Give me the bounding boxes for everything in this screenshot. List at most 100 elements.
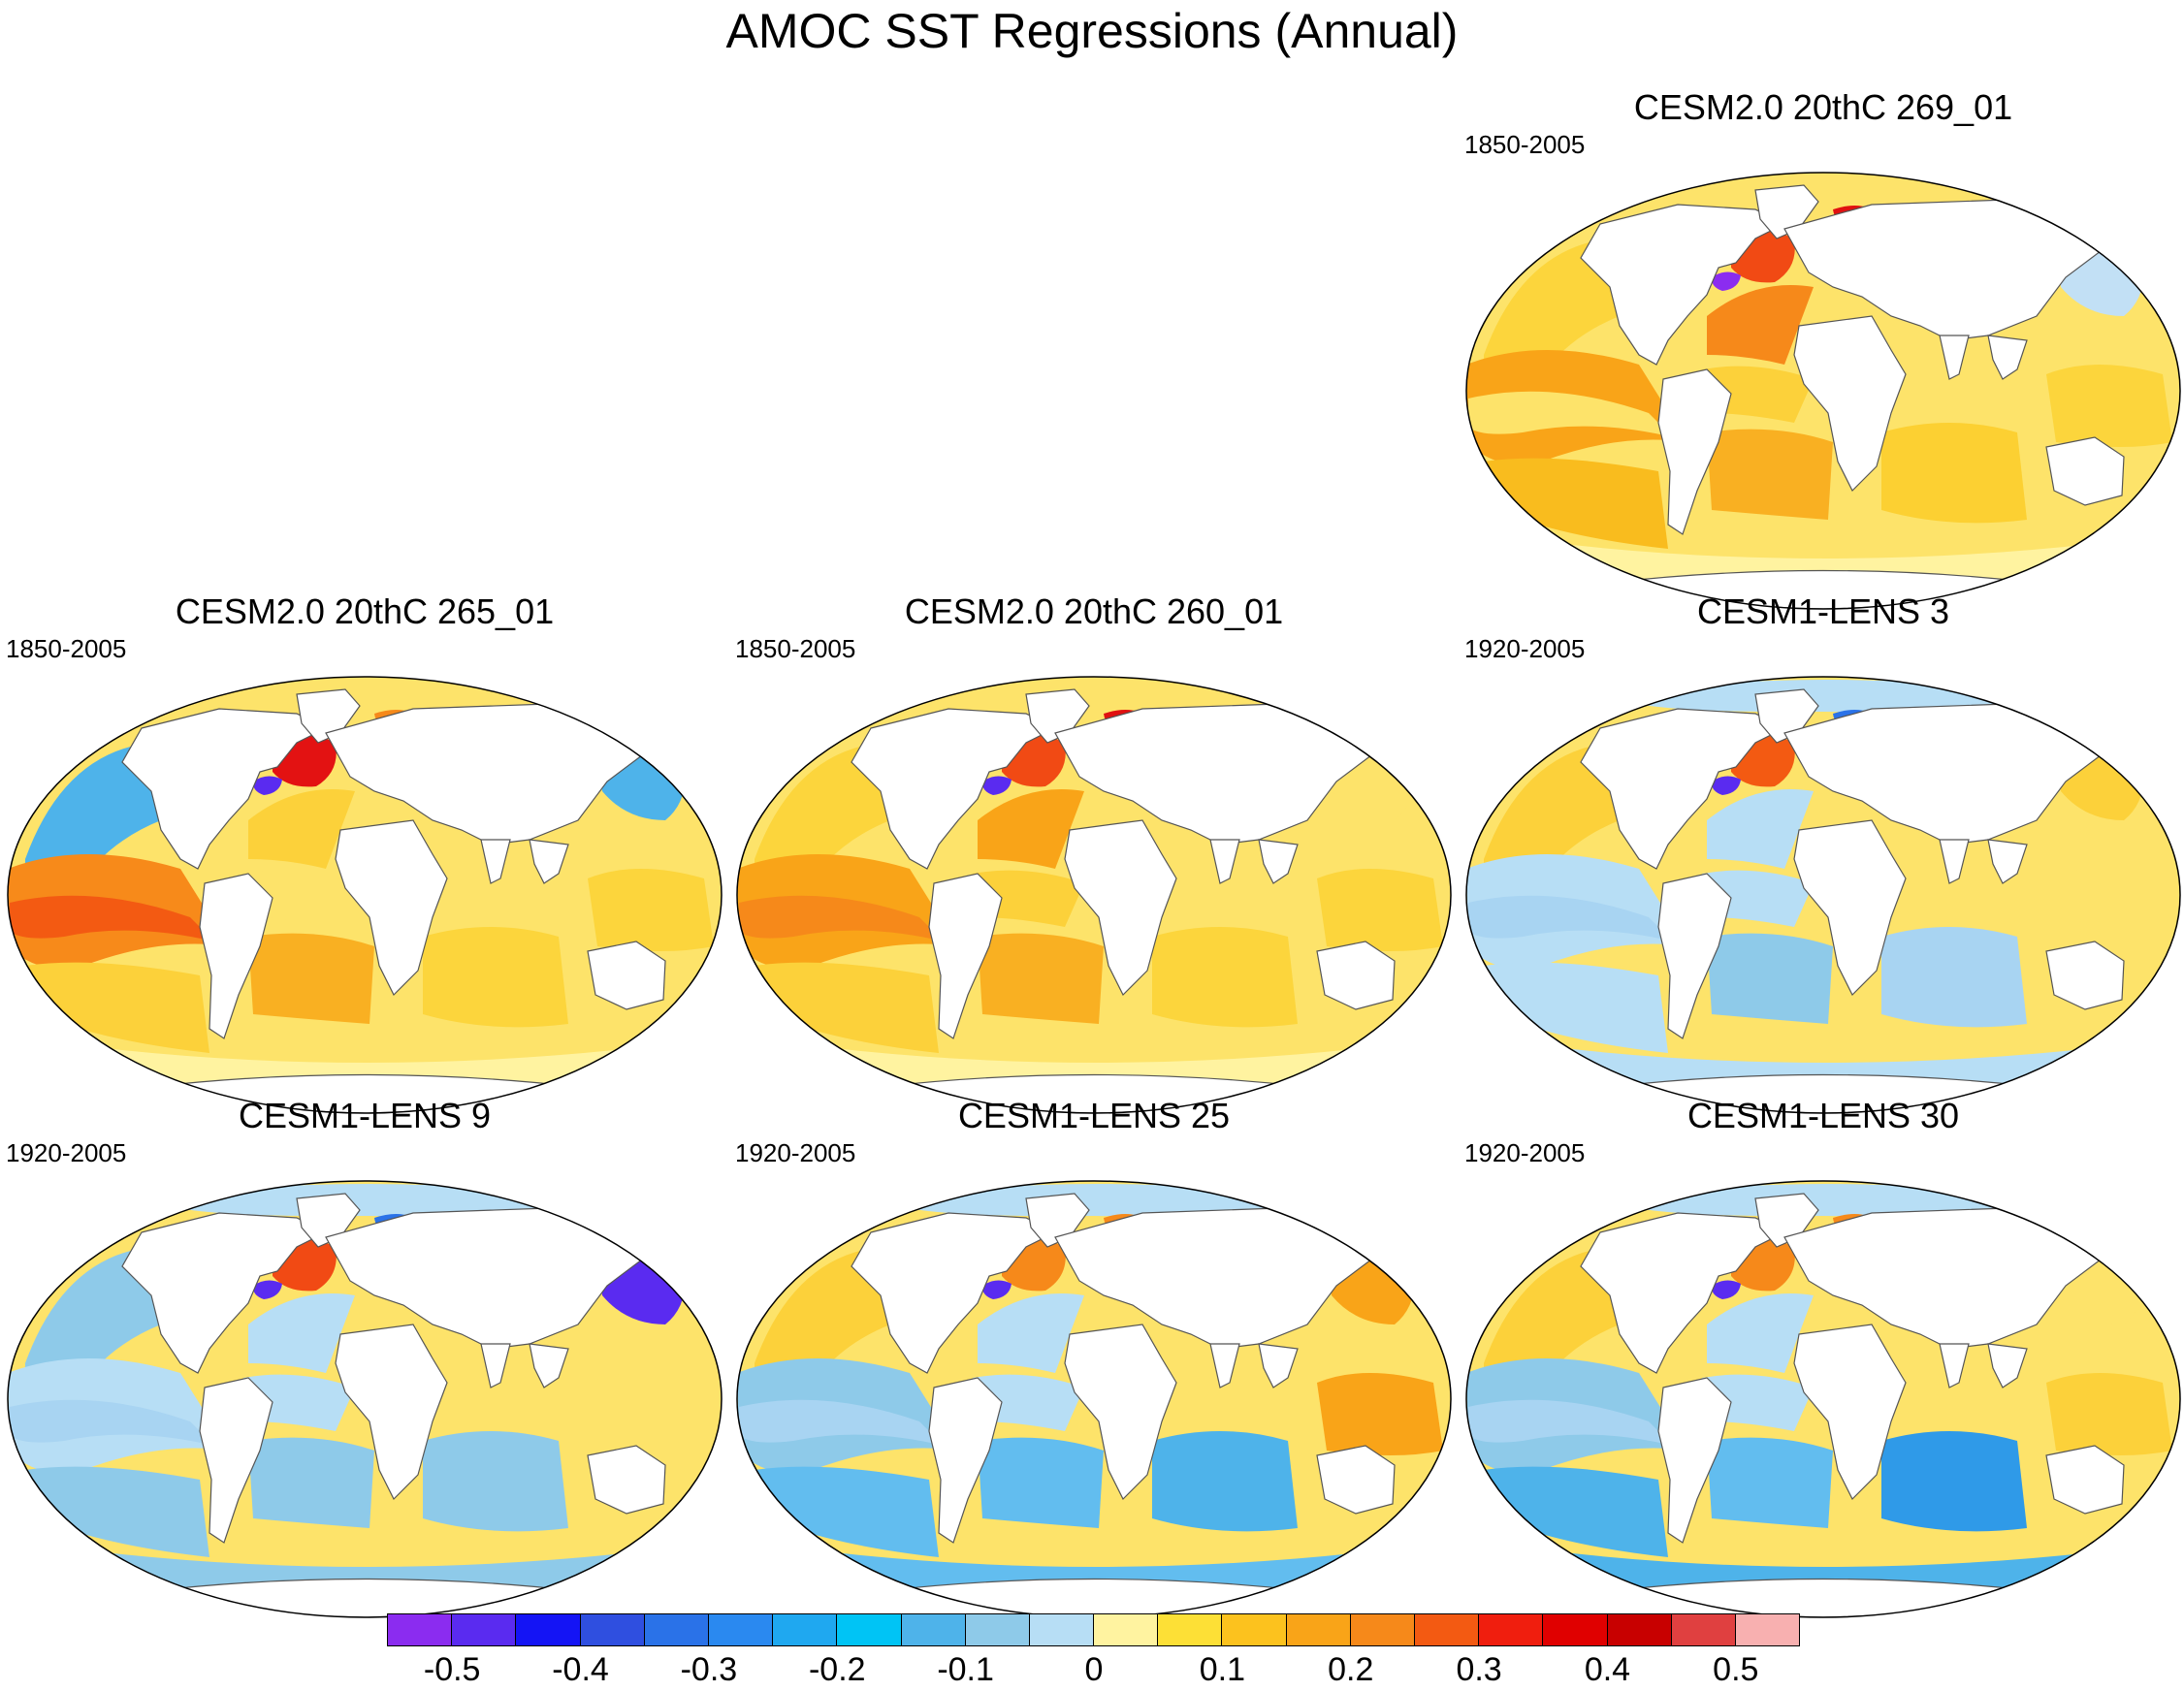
sst-region-tropical-atlantic [1702,1374,1814,1431]
sst-region-south-pacific [25,962,209,1053]
colorbar-swatch [964,1613,1030,1646]
land-se-asia [529,1343,569,1388]
land-india [480,839,511,884]
land-australia [2045,1445,2125,1515]
colorbar-swatch [1542,1613,1608,1646]
world-map [1465,172,2181,610]
land-south-america [1657,368,1732,535]
sst-region-south-atlantic [978,1437,1104,1528]
sst-region-west-pacific [1317,1373,1443,1455]
sst-region-south-atlantic [1707,429,1833,520]
colorbar-tick-label: -0.4 [552,1651,609,1688]
sst-region-north-atlantic [1707,285,1814,365]
colorbar-tick-label: 0.3 [1456,1651,1502,1688]
colorbar-tick-label: -0.3 [680,1651,738,1688]
land-india [1209,1343,1240,1388]
panel-period: 1850-2005 [6,634,127,663]
colorbar-swatch [900,1613,966,1646]
land-australia [2045,436,2125,506]
sst-region-south-atlantic [978,933,1104,1024]
world-map [7,676,723,1114]
sst-field [1466,680,2172,1113]
sst-region-labrador-coast [1711,776,1741,795]
world-map [1465,1180,2181,1618]
world-map [736,676,1452,1114]
panel-period: 1920-2005 [735,1138,856,1167]
colorbar-swatch [707,1613,774,1646]
land-africa [1064,819,1177,997]
land-se-asia [529,839,569,884]
panel-period: 1920-2005 [1464,634,1586,663]
colorbar-boxes [387,1613,1801,1646]
sst-region-indian-ocean [1152,927,1298,1028]
sst-region-equatorial-pacific [739,895,944,941]
sst-region-equatorial-pacific [739,1399,944,1446]
map-border [7,676,723,1114]
colorbar-swatch [1157,1613,1223,1646]
panel-title: CESM1-LENS 3 [1696,591,1950,631]
land-australia [1316,941,1396,1010]
sst-region-tropical-atlantic [1702,366,1814,423]
sst-region-indian-ocean [1881,423,2027,524]
colorbar-tick-label: -0.5 [423,1651,481,1688]
sst-region-north-atlantic [1707,789,1814,869]
sst-region-labrador-coast [981,1280,1012,1299]
panel-period: 1850-2005 [735,634,856,663]
land-australia [587,1445,666,1515]
panel-title: CESM2.0 20thC 265_01 [175,591,555,631]
colorbar-tick-label: 0.2 [1328,1651,1374,1688]
sst-region-labrador-coast [1711,1280,1741,1299]
land-africa [335,1324,448,1501]
sst-region-labrador-coast [252,1280,282,1299]
panel-title: CESM1-LENS 30 [1686,1096,1960,1135]
sst-region-south-pacific [1484,458,1668,549]
land-australia [587,941,666,1010]
panel-title: CESM1-LENS 9 [238,1096,492,1135]
sst-region-north-atlantic [248,1293,355,1373]
sst-region-labrador-coast [252,776,282,795]
figure-title: AMOC SST Regressions (Annual) [725,4,1459,58]
colorbar-swatch [515,1613,581,1646]
sst-region-south-pacific [1484,1466,1668,1557]
world-map [7,1180,723,1618]
sst-region-indian-ocean [423,927,568,1028]
sst-region-indian-ocean [1881,1431,2027,1532]
colorbar-tick-label: 0.4 [1584,1651,1631,1688]
sst-region-north-atlantic [978,1293,1084,1373]
map-border [736,676,1452,1114]
sst-region-north-atlantic [248,789,355,869]
sst-region-equatorial-pacific [1468,391,1673,437]
sst-field [737,1184,1443,1617]
sst-region-west-pacific [2046,365,2172,447]
land-antarctica [150,1578,579,1617]
colorbar-tick-label: 0.1 [1199,1651,1245,1688]
colorbar-swatch [387,1613,453,1646]
world-map [1465,676,2181,1114]
panel-period: 1850-2005 [1464,130,1586,159]
land-india [1939,335,1970,380]
sst-region-labrador-coast [1711,271,1741,291]
sst-region-indian-ocean [423,1431,568,1532]
sst-region-north-atlantic [1707,1293,1814,1373]
land-se-asia [1987,839,2028,884]
colorbar-tick-label: -0.1 [937,1651,994,1688]
sst-region-south-pacific [1484,962,1668,1053]
colorbar-tick-label: 0.5 [1713,1651,1759,1688]
land-south-america [199,873,273,1039]
land-india [1939,1343,1970,1388]
sst-region-equatorial-pacific [1468,895,1673,941]
sst-region-equatorial-pacific [10,1399,214,1446]
sst-region-equatorial-pacific [10,895,214,941]
map-border [1465,1180,2181,1618]
panel-period: 1920-2005 [6,1138,127,1167]
land-south-america [199,1377,273,1544]
sst-region-tropical-atlantic [243,1374,355,1431]
sst-region-indian-ocean [1152,1431,1298,1532]
land-antarctica [1609,1578,2038,1617]
sst-region-west-pacific [1317,869,1443,951]
sst-region-indian-ocean [1881,927,2027,1028]
land-australia [2045,941,2125,1010]
sst-region-west-pacific [588,1373,714,1455]
colorbar-swatch [1670,1613,1736,1646]
colorbar-tick-label: 0 [1084,1651,1104,1688]
